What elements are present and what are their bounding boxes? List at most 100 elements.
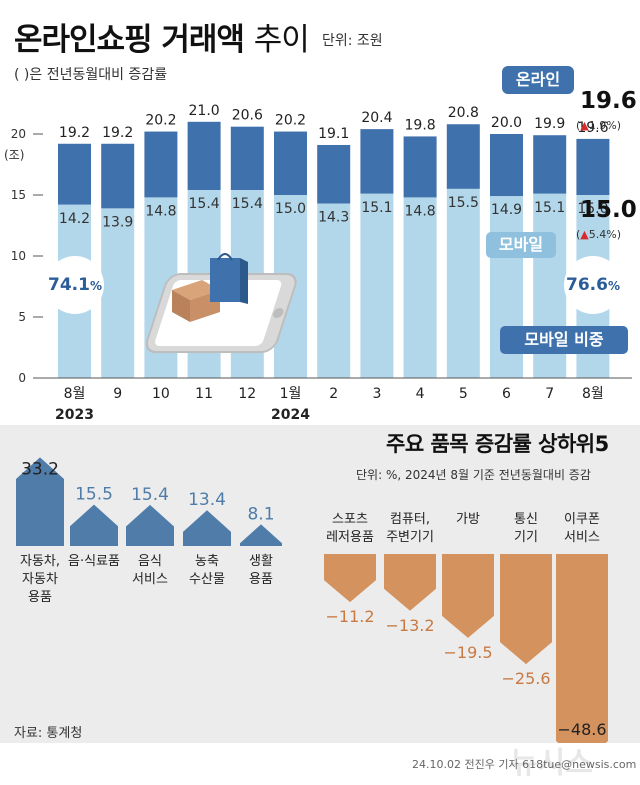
page-title: 온라인쇼핑 거래액 추이 bbox=[14, 14, 310, 59]
online-bar bbox=[490, 134, 523, 197]
mobile-value-label: 14.8 bbox=[405, 203, 436, 219]
online-value-label: 19.2 bbox=[59, 125, 90, 141]
decline-category-label: 주변기기 bbox=[386, 530, 434, 545]
x-tick-label: 6 bbox=[502, 386, 511, 402]
main-bar-chart: 0 5 10 15 20 19.2 14.2 8월 2023 19.2 13.9 9 20.2 14.8 1… bbox=[11, 103, 632, 423]
online-value-label: 21.0 bbox=[189, 103, 220, 119]
growth-value-label: 8.1 bbox=[247, 504, 274, 524]
growth-value-label: 33.2 bbox=[21, 459, 59, 479]
mobile-value-label: 14.2 bbox=[59, 211, 90, 227]
y-axis-unit: (조) bbox=[4, 148, 25, 162]
online-bar bbox=[274, 131, 307, 195]
decline-category-label: 통신 bbox=[514, 512, 538, 527]
online-value-label: 20.6 bbox=[232, 108, 263, 124]
mobile-value-label: 14.9 bbox=[491, 202, 522, 218]
decline-category-label: 기기 bbox=[514, 530, 538, 545]
mobile-value-label: 15.4 bbox=[189, 196, 220, 212]
y-tick-label: 5 bbox=[18, 310, 26, 324]
section-unit: 단위: %, 2024년 8월 기준 전년동월대비 증감 bbox=[356, 468, 591, 482]
share-first-circle: 74.1% bbox=[46, 256, 104, 314]
mobile-bar bbox=[403, 197, 437, 378]
decline-category-label: 스포츠 bbox=[332, 512, 368, 527]
mobile-value-label: 14.3 bbox=[318, 210, 349, 226]
x-tick-label: 10 bbox=[152, 386, 170, 402]
source-label: 자료: 통계청 bbox=[14, 726, 83, 741]
decline-arrow bbox=[442, 554, 494, 638]
growth-category-label: 음식 bbox=[138, 554, 162, 569]
mobile-latest-value: 15.0 bbox=[580, 197, 637, 223]
decline-category-label: 서비스 bbox=[564, 530, 600, 545]
up-triangle-icon: ▲ bbox=[580, 228, 589, 241]
smartphone-shopping-icon bbox=[145, 253, 297, 353]
decline-value-label: −11.2 bbox=[325, 607, 374, 626]
mobile-bar bbox=[360, 193, 394, 378]
growth-category-label: 생활 bbox=[249, 554, 273, 569]
year-label: 2023 bbox=[55, 407, 94, 423]
mobile-value-label: 15.1 bbox=[361, 200, 392, 216]
online-bar bbox=[403, 136, 437, 198]
online-bar bbox=[446, 124, 480, 189]
decline-arrow bbox=[384, 554, 436, 611]
online-value-label: 20.2 bbox=[145, 113, 176, 129]
decline-value-label: −13.2 bbox=[385, 616, 434, 635]
online-change: (▲1.9%) bbox=[576, 119, 622, 132]
title-light: 추이 bbox=[253, 22, 310, 58]
online-bar bbox=[187, 121, 221, 191]
mobile-value-label: 14.8 bbox=[145, 203, 176, 219]
growth-category-label: 서비스 bbox=[132, 572, 168, 587]
x-tick-label: 1월 bbox=[280, 386, 302, 402]
title-bold: 온라인쇼핑 거래액 bbox=[14, 22, 245, 58]
growth-category-label: 용품 bbox=[249, 572, 273, 587]
legend-mobile: 모바일 bbox=[486, 232, 556, 258]
growth-category-label: 농축 bbox=[195, 554, 219, 569]
decline-value-label: −19.5 bbox=[443, 643, 492, 662]
decline-arrow bbox=[500, 554, 552, 665]
growth-category-label: 수산물 bbox=[189, 572, 225, 587]
x-tick-label: 11 bbox=[195, 386, 213, 402]
x-tick-label: 4 bbox=[416, 386, 425, 402]
online-bar bbox=[101, 143, 135, 209]
growth-arrow bbox=[126, 504, 174, 546]
x-tick-label: 5 bbox=[459, 386, 468, 402]
x-tick-label: 8월 bbox=[582, 386, 604, 402]
mobile-value-label: 15.1 bbox=[534, 200, 565, 216]
online-bar bbox=[360, 129, 394, 194]
online-latest-value: 19.6 bbox=[580, 88, 637, 114]
decline-arrow bbox=[324, 554, 376, 603]
mobile-bar bbox=[317, 203, 351, 378]
x-tick-label: 9 bbox=[113, 386, 122, 402]
mobile-value-label: 15.0 bbox=[577, 201, 608, 217]
decline-category-label: 레저용품 bbox=[326, 530, 374, 545]
online-value-label: 19.1 bbox=[318, 126, 349, 142]
online-bar bbox=[230, 126, 264, 191]
unit-label: 단위: 조원 bbox=[322, 33, 383, 49]
y-tick-label: 20 bbox=[11, 127, 26, 141]
note-label: ( )은 전년동월대비 증감률 bbox=[14, 67, 168, 83]
mobile-value-label: 15.5 bbox=[448, 195, 479, 211]
mobile-bar bbox=[446, 188, 480, 378]
online-value-label: 19.8 bbox=[405, 117, 436, 133]
online-value-label: 20.2 bbox=[275, 113, 306, 129]
x-tick-label: 7 bbox=[545, 386, 554, 402]
online-value-label: 20.0 bbox=[491, 115, 522, 131]
x-tick-label: 2 bbox=[329, 386, 338, 402]
online-bar bbox=[576, 138, 610, 195]
growth-category-label: 자동차 bbox=[22, 572, 58, 587]
online-bar bbox=[533, 135, 567, 194]
growth-value-label: 15.5 bbox=[75, 485, 113, 505]
share-last-circle: 76.6% bbox=[564, 256, 622, 314]
y-tick-label: 10 bbox=[11, 249, 26, 263]
decline-value-label: −25.6 bbox=[501, 669, 550, 688]
online-value-label: 19.2 bbox=[102, 125, 133, 141]
x-tick-label: 3 bbox=[372, 386, 381, 402]
decline-category-label: 컴퓨터, bbox=[390, 512, 430, 527]
online-bar bbox=[144, 131, 178, 198]
growth-arrow-chart: 33.2자동차,자동차용품15.5음·식료품15.4음식서비스13.4농축수산물… bbox=[16, 457, 608, 743]
x-tick-label: 8월 bbox=[64, 386, 86, 402]
watermark-logo: 뉴시스 bbox=[510, 746, 593, 781]
growth-value-label: 15.4 bbox=[131, 485, 169, 505]
mobile-change: (▲5.4%) bbox=[576, 228, 622, 241]
legend-mobile-share: 모바일 비중 bbox=[500, 326, 628, 354]
growth-category-label: 음·식료품 bbox=[68, 554, 120, 569]
x-tick-label: 12 bbox=[238, 386, 256, 402]
